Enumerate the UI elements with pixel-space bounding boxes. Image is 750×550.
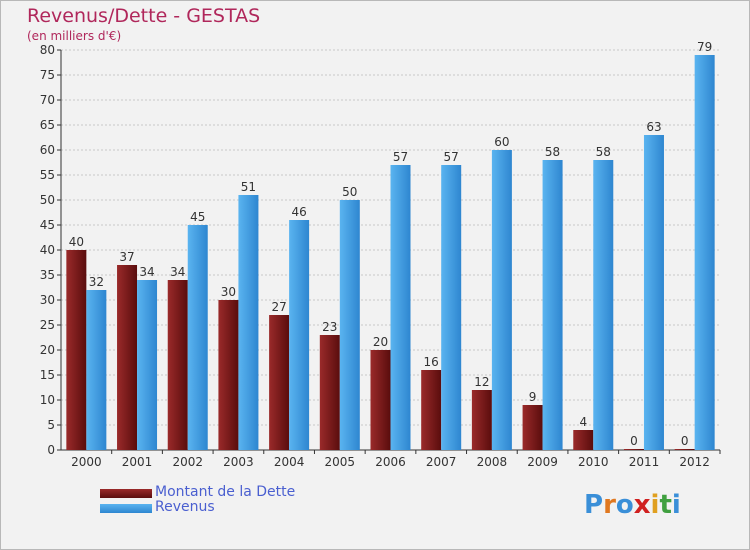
proxiti-logo: Proxiti <box>584 490 681 520</box>
data-label: 32 <box>89 275 104 289</box>
y-tick-label: 50 <box>40 193 55 207</box>
bar-revenus <box>694 55 715 450</box>
y-tick-label: 60 <box>40 143 55 157</box>
data-label: 46 <box>291 205 306 219</box>
y-tick-label: 0 <box>47 443 55 457</box>
legend-label-debt: Montant de la Dette <box>155 484 296 500</box>
data-label: 45 <box>190 210 205 224</box>
data-label: 0 <box>630 434 638 448</box>
bar-revenus <box>339 200 360 450</box>
x-tick-label: 2009 <box>527 455 558 469</box>
data-label: 12 <box>474 375 489 389</box>
y-tick-label: 40 <box>40 243 55 257</box>
bar-dette <box>117 265 138 450</box>
y-tick-label: 30 <box>40 293 55 307</box>
y-tick-label: 75 <box>40 68 55 82</box>
data-label: 34 <box>139 265 154 279</box>
legend-swatch-debt <box>100 489 152 498</box>
bar-revenus <box>187 225 208 450</box>
data-label: 27 <box>271 300 286 314</box>
x-tick-label: 2010 <box>578 455 609 469</box>
bar-revenus <box>643 135 664 450</box>
data-label: 23 <box>322 320 337 334</box>
bar-revenus <box>289 220 310 450</box>
data-label: 58 <box>596 145 611 159</box>
chart-subtitle: (en milliers d'€) <box>27 29 122 43</box>
data-label: 9 <box>529 390 537 404</box>
bar-revenus <box>86 290 107 450</box>
y-tick-label: 70 <box>40 93 55 107</box>
bar-revenus <box>238 195 259 450</box>
data-label: 50 <box>342 185 357 199</box>
x-tick-label: 2006 <box>375 455 406 469</box>
y-tick-label: 45 <box>40 218 55 232</box>
x-tick-label: 2011 <box>629 455 660 469</box>
bar-revenus <box>593 160 614 450</box>
bar-revenus <box>441 165 462 450</box>
y-tick-label: 20 <box>40 343 55 357</box>
x-tick-label: 2004 <box>274 455 305 469</box>
bar-dette <box>674 449 695 450</box>
data-label: 58 <box>545 145 560 159</box>
data-label: 4 <box>579 415 587 429</box>
bar-dette <box>623 449 644 450</box>
bar-dette <box>522 405 543 450</box>
data-label: 57 <box>393 150 408 164</box>
x-tick-label: 2003 <box>223 455 254 469</box>
chart-title: Revenus/Dette - GESTAS <box>27 5 261 27</box>
data-label: 40 <box>69 235 84 249</box>
data-label: 63 <box>646 120 661 134</box>
data-label: 0 <box>681 434 689 448</box>
x-tick-label: 2001 <box>122 455 153 469</box>
y-tick-label: 80 <box>40 43 55 57</box>
bar-revenus <box>542 160 563 450</box>
bar-revenus <box>491 150 512 450</box>
bar-dette <box>218 300 239 450</box>
legend-label-revenus: Revenus <box>155 499 215 515</box>
bar-dette <box>319 335 340 450</box>
x-tick-label: 2002 <box>172 455 203 469</box>
bar-dette <box>66 250 87 450</box>
x-tick-label: 2008 <box>477 455 508 469</box>
data-label: 37 <box>119 250 134 264</box>
y-tick-label: 5 <box>47 418 55 432</box>
data-label: 16 <box>424 355 439 369</box>
data-label: 57 <box>444 150 459 164</box>
bar-revenus <box>137 280 158 450</box>
x-tick-label: 2005 <box>325 455 356 469</box>
bar-dette <box>167 280 188 450</box>
bar-dette <box>421 370 442 450</box>
data-label: 20 <box>373 335 388 349</box>
legend-swatch-revenus <box>100 504 152 513</box>
bar-dette <box>370 350 391 450</box>
data-label: 34 <box>170 265 185 279</box>
y-tick-label: 15 <box>40 368 55 382</box>
y-tick-label: 25 <box>40 318 55 332</box>
data-label: 60 <box>494 135 509 149</box>
y-tick-label: 10 <box>40 393 55 407</box>
y-tick-label: 55 <box>40 168 55 182</box>
bar-dette <box>573 430 594 450</box>
data-label: 30 <box>221 285 236 299</box>
y-tick-label: 35 <box>40 268 55 282</box>
x-tick-label: 2012 <box>679 455 710 469</box>
bar-dette <box>269 315 290 450</box>
bar-revenus <box>390 165 411 450</box>
data-label: 51 <box>241 180 256 194</box>
bar-dette <box>471 390 492 450</box>
data-label: 79 <box>697 40 712 54</box>
x-tick-label: 2007 <box>426 455 457 469</box>
x-tick-label: 2000 <box>71 455 102 469</box>
y-tick-label: 65 <box>40 118 55 132</box>
